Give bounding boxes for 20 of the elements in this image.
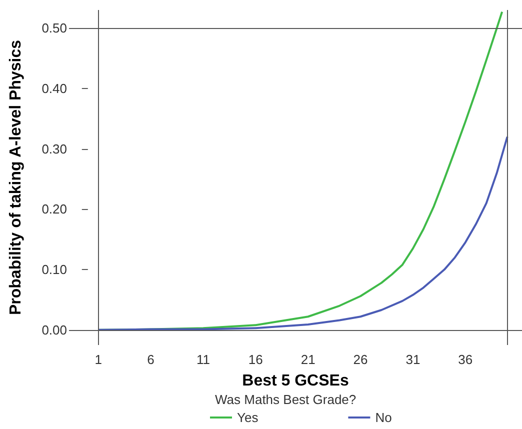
y-tick-label: 0.30 <box>42 141 67 156</box>
x-tick-label: 21 <box>300 352 316 367</box>
x-tick-label: 36 <box>458 352 473 367</box>
y-tick-label: 0.10 <box>42 262 67 278</box>
x-tick-label: 11 <box>196 352 210 367</box>
line-series <box>97 136 508 331</box>
y-tick-label: 0.20 <box>42 202 67 217</box>
x-axis-title: Best 5 GCSEs <box>242 372 349 390</box>
legend-label: No <box>375 410 392 425</box>
legend-title: Was Maths Best Grade? <box>215 392 356 407</box>
y-tick-label: 0.00 <box>42 322 67 338</box>
y-tick-label: 0.50 <box>42 20 67 36</box>
x-tick-label: 26 <box>353 352 368 367</box>
x-tick-label: 16 <box>248 352 263 367</box>
x-tick-label: 31 <box>406 352 420 367</box>
x-tick-label: 1 <box>94 352 102 367</box>
y-axis-title: Probability of taking A-level Physics <box>8 40 24 316</box>
x-tick-label: 6 <box>147 352 154 367</box>
y-tick-label: 0.40 <box>42 80 67 96</box>
legend-label: Yes <box>237 410 259 425</box>
